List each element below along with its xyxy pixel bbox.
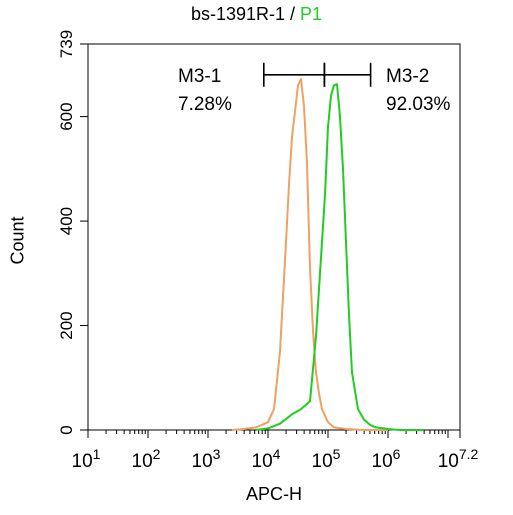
y-tick-label: 739 bbox=[57, 30, 76, 58]
marker-name: M3-2 bbox=[386, 66, 429, 87]
chart-title-gate: P1 bbox=[300, 4, 323, 24]
y-axis-label: Count bbox=[7, 216, 28, 265]
histogram-line bbox=[231, 78, 388, 431]
marker-percent: 7.28% bbox=[178, 94, 232, 115]
y-tick-label: 600 bbox=[57, 102, 76, 130]
x-tick-label: 104 bbox=[252, 446, 281, 472]
x-tick-label: 103 bbox=[192, 446, 221, 472]
y-tick-label: 200 bbox=[57, 311, 76, 339]
x-tick-label: 106 bbox=[372, 446, 401, 472]
x-tick-label: 105 bbox=[312, 446, 341, 472]
marker-name: M3-1 bbox=[178, 66, 221, 87]
histogram-line bbox=[255, 83, 424, 431]
x-tick-label: 107.2 bbox=[438, 446, 479, 472]
plot-frame bbox=[87, 43, 461, 431]
x-axis-label: APC-H bbox=[245, 484, 302, 504]
x-tick-label: 102 bbox=[132, 446, 161, 472]
chart-title: bs-1391R-1 / P1 bbox=[0, 4, 513, 25]
y-tick-label: 400 bbox=[57, 207, 76, 235]
marker-percent: 92.03% bbox=[386, 94, 451, 115]
y-tick-label: 0 bbox=[57, 425, 76, 434]
chart-title-main: bs-1391R-1 / bbox=[190, 4, 295, 24]
x-tick-label: 101 bbox=[72, 446, 101, 472]
